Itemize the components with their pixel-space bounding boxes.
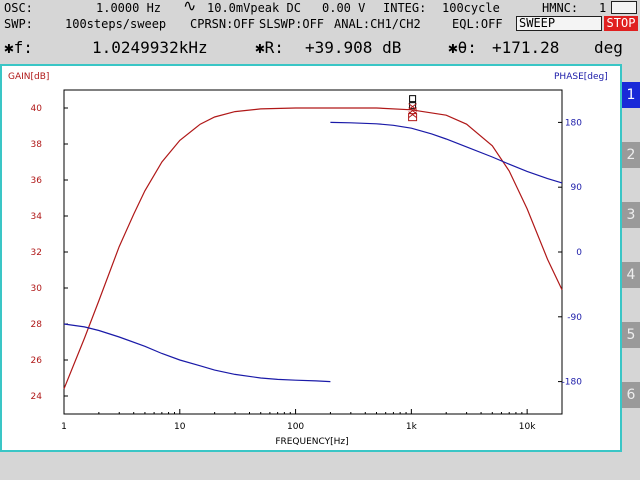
cursor-marker-box (408, 113, 418, 122)
f-label: ✱f: (4, 38, 33, 57)
tab-6[interactable]: 6 (622, 382, 640, 408)
phase-series-line (63, 323, 331, 383)
theta-value: +171.28 (492, 38, 560, 57)
stop-button[interactable]: STOP (604, 16, 638, 31)
x-tick-label: 1 (61, 422, 67, 432)
sine-wave-icon: ∿ (183, 0, 197, 15)
hmnc-value: 1 (599, 1, 607, 15)
status-bar: OSC: 1.0000 Hz ∿ 10.0mVpeak DC 0.00 V IN… (0, 0, 640, 64)
osc-frequency: 1.0000 Hz (96, 1, 162, 15)
cursor-marker-box (409, 102, 417, 110)
x-tick-label: 10k (519, 422, 536, 432)
hmnc-box[interactable] (611, 1, 637, 14)
y-left-tick-label: 24 (31, 392, 43, 402)
tab-3[interactable]: 3 (622, 202, 640, 228)
y-right-tick-label: 180 (565, 118, 582, 128)
bottom-strip (0, 452, 640, 480)
osc-label: OSC: (4, 1, 33, 15)
theta-label: ✱θ: (448, 38, 477, 57)
y-left-tick-label: 30 (31, 284, 43, 294)
tab-4[interactable]: 4 (622, 262, 640, 288)
x-tick-label: 10 (174, 422, 186, 432)
y-left-tick-label: 38 (31, 140, 43, 150)
y-right-tick-label: 90 (571, 183, 583, 193)
y-left-tick-label: 40 (31, 104, 43, 114)
cursor-marker-cross (408, 111, 417, 119)
y-right-axis-label: PHASE[deg] (554, 72, 608, 82)
y-right-tick-label: -180 (562, 378, 583, 388)
r-label: ✱R: (255, 38, 284, 57)
frequency-response-chart: GAIN[dB] PHASE[deg] FREQUENCY[Hz] 24 26 28… (8, 72, 608, 447)
plot-area[interactable]: GAIN[dB] PHASE[deg] FREQUENCY[Hz] 24 26 28… (0, 64, 622, 452)
anal-status: ANAL:CH1/CH2 (334, 17, 421, 31)
osc-amplitude: 10.0mVpeak DC (207, 1, 301, 15)
gain-series-line (63, 107, 563, 390)
plot-frame (63, 89, 563, 415)
theta-unit: deg (594, 38, 623, 57)
osc-dc-offset: 0.00 V (322, 1, 366, 15)
f-value: 1.0249932kHz (92, 38, 208, 57)
sweep-button[interactable]: SWEEP (516, 16, 602, 31)
y-left-axis-label: GAIN[dB] (8, 72, 49, 82)
x-tick-label: 100 (287, 422, 304, 432)
hmnc-label: HMNC: (542, 1, 579, 15)
tab-5[interactable]: 5 (622, 322, 640, 348)
swp-label: SWP: (4, 17, 33, 31)
y-right-tick-label: 0 (576, 248, 582, 258)
cprsn-status: CPRSN:OFF (190, 17, 256, 31)
eql-status: EQL:OFF (452, 17, 503, 31)
phase-series-line (330, 121, 563, 184)
y-left-tick-label: 34 (31, 212, 43, 222)
y-right-tick-label: -90 (567, 313, 582, 323)
tab-2[interactable]: 2 (622, 142, 640, 168)
cursor-marker-box (409, 95, 417, 103)
slswp-status: SLSWP:OFF (259, 17, 325, 31)
y-left-tick-label: 32 (31, 248, 42, 258)
swp-value: 100steps/sweep (65, 17, 167, 31)
y-left-tick-label: 36 (31, 176, 43, 186)
integ-value: 100cycle (442, 1, 500, 15)
y-left-tick-label: 26 (31, 356, 43, 366)
tab-1[interactable]: 1 (622, 82, 640, 108)
integ-label: INTEG: (383, 1, 427, 15)
x-tick-label: 1k (406, 422, 418, 432)
r-value: +39.908 dB (305, 38, 402, 57)
y-left-tick-label: 28 (31, 320, 43, 330)
x-axis-label: FREQUENCY[Hz] (275, 437, 348, 447)
